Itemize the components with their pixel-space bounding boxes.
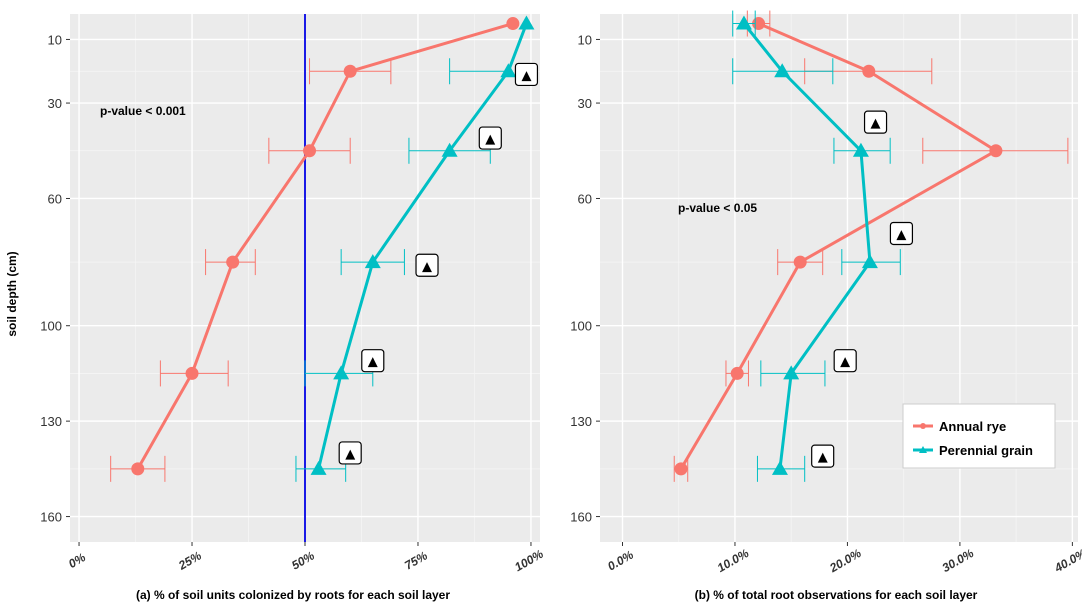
- significance-marker-triangle: ▲: [896, 227, 906, 242]
- data-point-annual-rye: [131, 462, 145, 476]
- y-tick-label: 60: [48, 191, 62, 206]
- data-point-perennial-grain: [852, 142, 869, 157]
- data-point-annual-rye: [989, 144, 1003, 158]
- x-tick-label: 40.0%: [1051, 546, 1082, 576]
- data-point-annual-rye: [226, 255, 240, 269]
- data-point-annual-rye: [674, 462, 688, 476]
- significance-marker-box: [833, 349, 857, 373]
- x-tick-label: 100%: [512, 547, 546, 575]
- data-point-annual-rye: [730, 366, 744, 380]
- significance-marker-box: [811, 444, 835, 468]
- data-point-perennial-grain: [500, 63, 517, 78]
- x-tick-label: 25%: [175, 548, 204, 573]
- significance-marker-box: [514, 62, 539, 87]
- y-tick-label: 30: [578, 96, 592, 111]
- x-tick-label: 10.0%: [715, 546, 752, 575]
- x-tick-label: 0%: [66, 550, 88, 571]
- y-axis-title: soil depth (cm): [5, 251, 19, 336]
- x-axis-title-b: (b) % of total root observations for eac…: [695, 588, 978, 602]
- significance-marker-triangle: ▲: [521, 68, 531, 83]
- data-point-perennial-grain: [518, 15, 535, 30]
- x-tick-label: 20.0%: [826, 546, 864, 576]
- y-tick-label: 100: [570, 319, 592, 334]
- significance-marker-box: [889, 221, 914, 246]
- significance-marker-triangle: ▲: [485, 132, 495, 147]
- significance-marker-box: [338, 441, 362, 465]
- data-point-perennial-grain: [333, 365, 350, 380]
- data-point-perennial-grain: [441, 142, 458, 157]
- significance-marker-triangle: ▲: [840, 355, 850, 370]
- y-tick-label: 130: [570, 414, 592, 429]
- data-point-annual-rye: [343, 64, 357, 78]
- significance-marker-box: [415, 253, 439, 277]
- series-line-annual-rye: [679, 22, 998, 470]
- y-tick-label: 130: [40, 414, 62, 429]
- legend-entry: Annual rye: [939, 419, 1006, 434]
- x-tick-label: 0.0%: [605, 547, 636, 573]
- data-point-perennial-grain: [735, 15, 752, 30]
- data-point-perennial-grain: [364, 254, 381, 269]
- significance-marker-box: [361, 349, 385, 373]
- y-tick-label: 10: [578, 32, 592, 47]
- series-line-annual-rye: [136, 22, 514, 470]
- legend-box: [902, 403, 1056, 469]
- y-tick-label: 160: [570, 510, 592, 525]
- data-point-annual-rye: [185, 366, 199, 380]
- significance-marker-triangle: ▲: [871, 116, 881, 131]
- data-point-annual-rye: [506, 17, 520, 31]
- data-point-perennial-grain: [861, 254, 878, 269]
- panel-a: 0% 25% 50% 75% 100% 10 30 60 100 130 160 ▲ ▲ ▲ ▲ ▲ p-val…: [40, 14, 546, 574]
- data-point-perennial-grain: [774, 63, 791, 78]
- p-value-annotation: p-value < 0.001: [100, 104, 186, 118]
- data-point-perennial-grain: [771, 460, 788, 475]
- y-tick-label: 160: [40, 510, 62, 525]
- series-line-perennial-grain: [317, 23, 528, 470]
- data-point-perennial-grain: [310, 460, 327, 475]
- legend-swatch-triangle: [919, 446, 927, 453]
- x-axis-title-a: (a) % of soil units colonized by roots f…: [136, 588, 450, 602]
- panel-b: 0.0% 10.0% 20.0% 30.0% 40.0% 10 30 60 100 130 160 ▲…: [570, 10, 1082, 576]
- x-tick-label: 75%: [402, 548, 430, 572]
- data-point-perennial-grain: [783, 365, 800, 380]
- y-tick-label: 10: [48, 32, 62, 47]
- series-line-perennial-grain: [742, 22, 872, 470]
- data-point-annual-rye: [862, 64, 876, 78]
- x-tick-label: 30.0%: [940, 546, 977, 575]
- legend-entry: Perennial grain: [939, 443, 1033, 458]
- x-tick-label: 50%: [289, 548, 317, 572]
- significance-marker-box: [478, 126, 502, 150]
- p-value-annotation: p-value < 0.05: [678, 201, 757, 215]
- data-point-annual-rye: [303, 144, 317, 158]
- data-point-annual-rye: [793, 255, 807, 269]
- y-tick-label: 100: [40, 319, 62, 334]
- significance-marker-triangle: ▲: [422, 259, 432, 274]
- significance-marker-triangle: ▲: [368, 355, 378, 370]
- y-tick-label: 60: [578, 191, 592, 206]
- legend-swatch-circle: [920, 423, 926, 429]
- y-tick-label: 30: [48, 96, 62, 111]
- significance-marker-triangle: ▲: [345, 447, 355, 462]
- significance-marker-triangle: ▲: [818, 450, 828, 465]
- significance-marker-box: [863, 110, 888, 134]
